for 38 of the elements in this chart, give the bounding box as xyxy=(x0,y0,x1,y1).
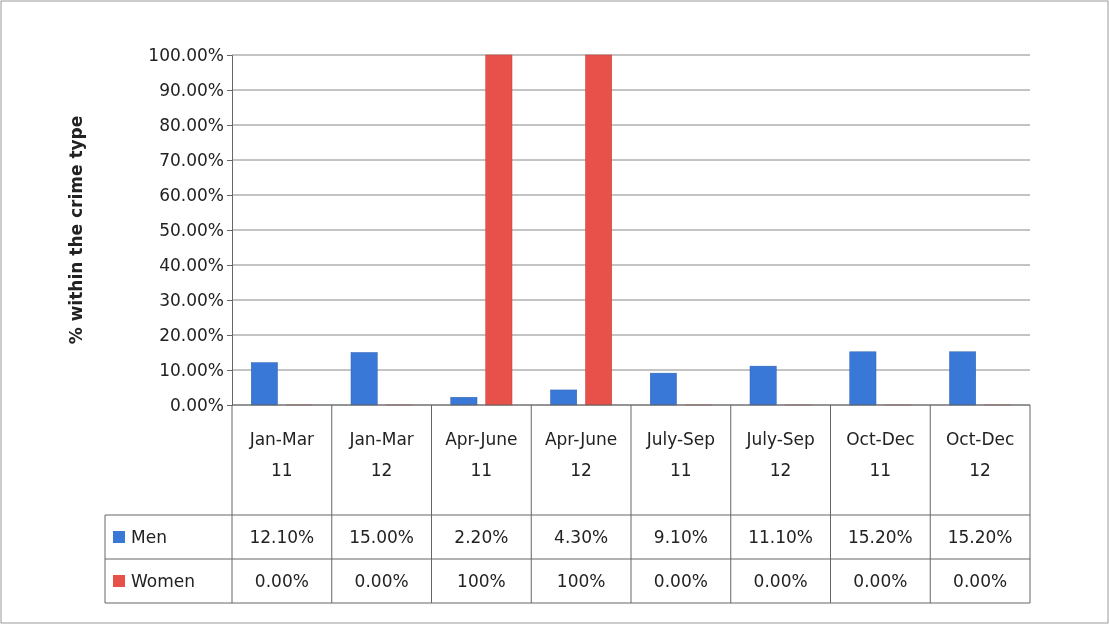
data-label: 0.00% xyxy=(953,571,1008,591)
data-label: 15.20% xyxy=(947,527,1013,547)
y-tick-label: 20.00% xyxy=(159,324,224,345)
data-label: 0.00% xyxy=(653,571,708,591)
x-tick-label: Oct-Dec 11 xyxy=(846,429,915,480)
data-label: 100% xyxy=(556,571,606,591)
data-label: 15.00% xyxy=(349,527,415,547)
data-label: 4.30% xyxy=(554,527,609,547)
data-label: 11.10% xyxy=(748,527,814,547)
x-tick-label: Jan-Mar 12 xyxy=(348,429,414,480)
y-tick-label: 80.00% xyxy=(159,114,224,135)
y-tick-label: 100.00% xyxy=(148,44,224,65)
x-tick-label: Apr-June 12 xyxy=(544,429,618,480)
y-tick-label: 60.00% xyxy=(159,184,224,205)
y-tick-label: 50.00% xyxy=(159,219,224,240)
y-tick-label: 90.00% xyxy=(159,79,224,100)
y-tick-label: 30.00% xyxy=(159,289,224,310)
data-label: 12.10% xyxy=(249,527,315,547)
x-tick-label: Jan-Mar 11 xyxy=(248,429,315,480)
x-tick-label: Oct-Dec 12 xyxy=(945,429,1015,480)
data-label: 0.00% xyxy=(254,571,309,591)
legend-label: Men xyxy=(131,527,167,547)
legend-label: Women xyxy=(131,571,196,591)
y-tick-label: 40.00% xyxy=(159,254,224,275)
data-label: 9.10% xyxy=(653,527,708,547)
y-axis-title: % within the crime type xyxy=(66,115,86,345)
x-tick-label: July-Sep 11 xyxy=(645,429,716,480)
y-tick-label: 10.00% xyxy=(159,359,224,380)
y-tick-label: 0.00% xyxy=(169,394,224,415)
data-label: 0.00% xyxy=(753,571,808,591)
data-label: 100% xyxy=(457,571,506,591)
x-tick-label: Apr-June 11 xyxy=(445,429,518,480)
x-tick-label: July-Sep 12 xyxy=(745,429,815,480)
data-label: 15.20% xyxy=(847,527,913,547)
data-label: 0.00% xyxy=(354,571,409,591)
data-label: 2.20% xyxy=(454,527,509,547)
y-tick-label: 70.00% xyxy=(159,149,224,170)
data-label: 0.00% xyxy=(853,571,908,591)
